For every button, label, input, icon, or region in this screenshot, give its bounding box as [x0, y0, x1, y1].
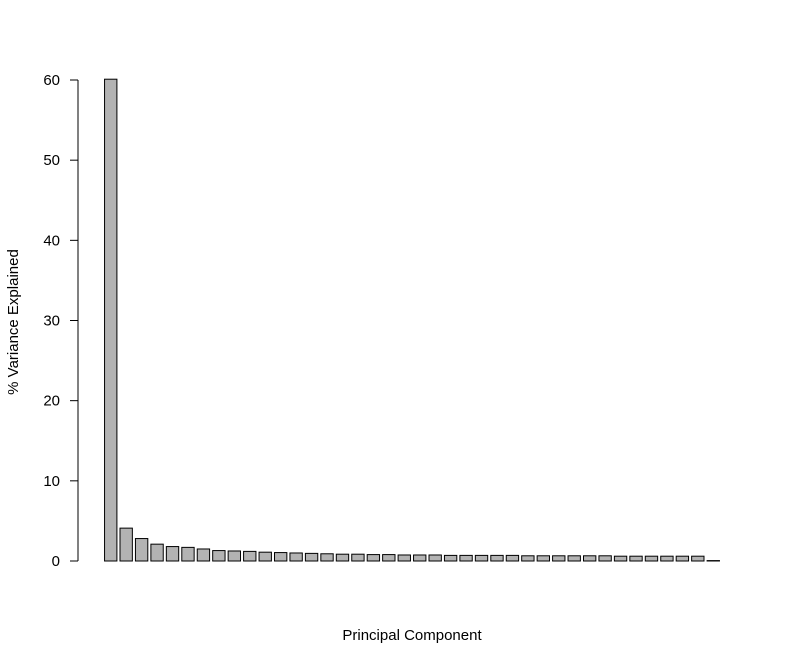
bar-pc-11 [258, 551, 272, 562]
bar-pc-39 [691, 555, 705, 562]
bar-pc-5 [165, 546, 180, 562]
y-tick-label: 10 [43, 473, 60, 490]
bar-pc-28 [521, 555, 535, 562]
bar-pc-1 [104, 78, 118, 562]
bar-pc-6 [181, 546, 195, 562]
bar-pc-8 [212, 550, 226, 562]
y-tick-label: 30 [43, 313, 60, 330]
bar-pc-4 [150, 543, 164, 562]
bar-pc-2 [119, 527, 133, 562]
bar-pc-25 [474, 554, 489, 562]
bar-pc-30 [552, 555, 566, 562]
bar-pc-7 [196, 548, 211, 562]
bar-pc-24 [459, 554, 473, 562]
bar-pc-12 [274, 552, 288, 562]
bar-group [104, 78, 720, 562]
x-axis-title: Principal Component [342, 627, 482, 644]
bar-pc-21 [413, 554, 427, 562]
bar-pc-15 [320, 553, 334, 562]
bar-pc-3 [134, 538, 149, 562]
bar-pc-35 [629, 555, 643, 562]
bar-pc-34 [613, 555, 628, 562]
bar-pc-31 [567, 555, 581, 562]
bar-pc-20 [397, 554, 411, 562]
bar-pc-36 [644, 555, 659, 562]
y-axis-title: % Variance Explained [5, 249, 22, 395]
y-axis: 0 10 20 30 40 50 60 [43, 72, 79, 570]
y-tick-label: 60 [43, 72, 60, 89]
bar-pc-19 [382, 554, 396, 562]
y-tick-label: 40 [43, 232, 60, 249]
bar-pc-16 [335, 553, 350, 562]
bar-pc-18 [366, 554, 381, 562]
bar-pc-17 [351, 553, 365, 562]
y-tick-label: 0 [52, 553, 60, 570]
bar-pc-26 [490, 554, 504, 562]
bar-pc-27 [505, 554, 520, 562]
bar-pc-29 [536, 555, 551, 562]
bar-pc-33 [598, 555, 612, 562]
bar-pc-14 [304, 552, 319, 562]
bar-pc-37 [660, 555, 674, 562]
bar-pc-38 [675, 555, 690, 562]
y-tick-label: 50 [43, 152, 60, 169]
bar-pc-13 [289, 552, 303, 562]
bar-pc-23 [443, 554, 458, 562]
bar-pc-10 [243, 550, 257, 562]
bar-pc-32 [583, 555, 597, 562]
y-tick-label: 20 [43, 393, 60, 410]
bar-pc-22 [428, 554, 442, 562]
bar-pc-9 [227, 550, 241, 562]
